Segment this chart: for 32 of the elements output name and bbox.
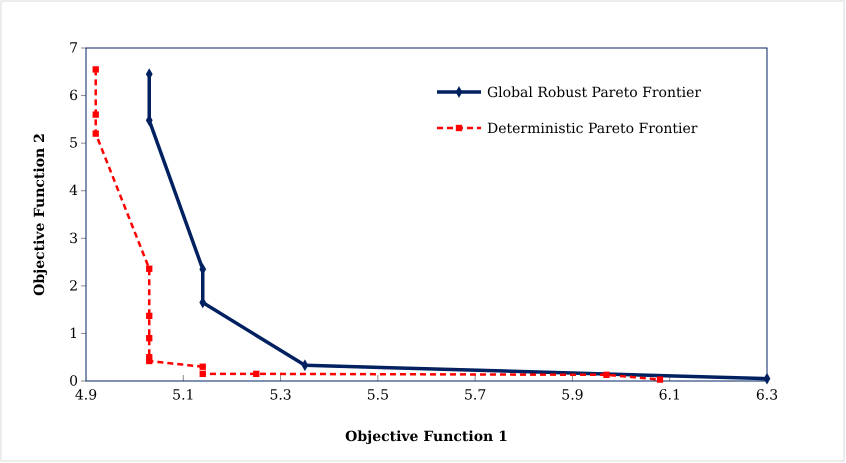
x-tick-label: 5.9 (561, 387, 584, 404)
point (146, 312, 152, 319)
x-axis-title: Objective Function 1 (345, 429, 508, 445)
y-tick-label: 0 (69, 373, 78, 390)
point (92, 111, 99, 118)
y-tick-label: 7 (69, 40, 78, 56)
x-tick-label: 5.7 (464, 387, 486, 404)
x-tick-label: 5.3 (269, 387, 292, 404)
y-axis-title: Objective Function 2 (32, 133, 48, 296)
y-tick-label: 1 (69, 326, 78, 342)
y-tick-label: 2 (69, 278, 78, 294)
point (146, 358, 152, 364)
point (200, 370, 206, 378)
x-tick-label: 4.9 (74, 387, 98, 404)
point (200, 364, 206, 370)
legend-label: Deterministic Pareto Frontier (487, 121, 698, 137)
point (253, 370, 260, 378)
x-tick-label: 6.1 (658, 387, 681, 404)
y-tick-label: 5 (69, 136, 78, 152)
x-tick-label: 5.1 (172, 387, 194, 404)
legend-label: Global Robust Pareto Frontier (487, 85, 702, 101)
point (146, 266, 152, 272)
y-tick-label: 6 (69, 88, 78, 104)
point (146, 335, 152, 342)
point (92, 130, 99, 137)
x-tick-label: 6.3 (756, 387, 778, 404)
point (656, 376, 664, 383)
point (603, 372, 610, 378)
x-tick-label: 5.5 (366, 387, 389, 404)
y-tick-label: 4 (69, 183, 78, 200)
point (92, 66, 99, 73)
y-tick-label: 3 (69, 230, 78, 247)
